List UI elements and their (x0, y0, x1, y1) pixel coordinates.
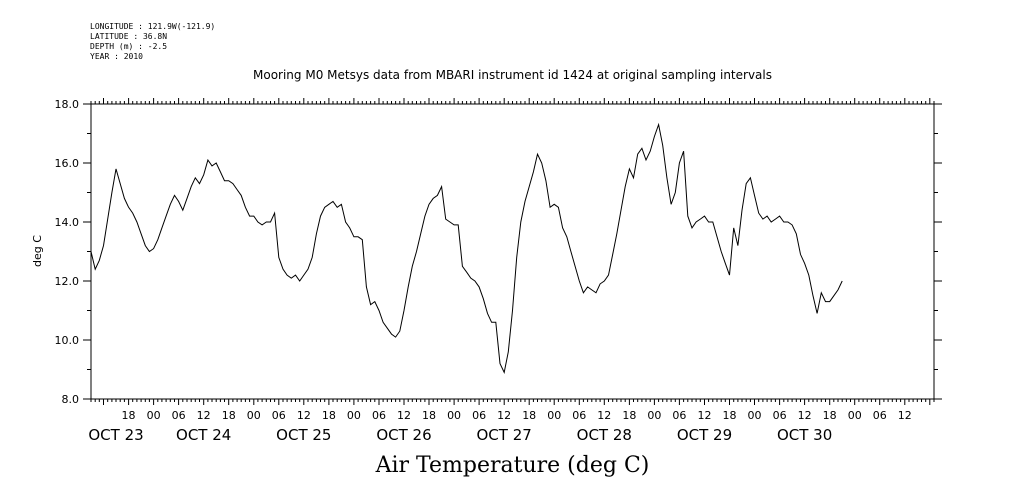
y-tick-label: 16.0 (55, 157, 80, 170)
date-label: OCT 26 (376, 426, 431, 444)
x-tick-label: 18 (322, 409, 336, 422)
chart-subtitle: Air Temperature (deg C) (375, 453, 650, 478)
latitude-text: LATITUDE : 36.8N (90, 32, 168, 41)
x-tick-label: 18 (622, 409, 636, 422)
series-line-air-temperature (90, 122, 843, 374)
plot-frame (90, 103, 935, 400)
x-tick-labels: 18 00 06 12 18 00 06 12 18 00 06 12 18 00 06 12 18 00 06 12… (122, 409, 912, 422)
x-tick-label: 18 (122, 409, 136, 422)
y-tick-label: 10.0 (55, 334, 80, 347)
x-tick-label: 18 (823, 409, 837, 422)
x-tick-label: 18 (522, 409, 536, 422)
date-label: OCT 29 (677, 426, 732, 444)
x-tick-label: 12 (197, 409, 211, 422)
x-tick-label: 12 (497, 409, 511, 422)
x-tick-label: 06 (172, 409, 186, 422)
y-tick-labels: 8.0 10.0 12.0 14.0 16.0 18.0 (55, 98, 80, 406)
x-tick-label: 00 (247, 409, 261, 422)
x-tick-label: 06 (272, 409, 286, 422)
date-label: OCT 25 (276, 426, 331, 444)
metadata-block: LONGITUDE : 121.9W(-121.9) LATITUDE : 36… (90, 22, 215, 62)
y-tick-label: 18.0 (55, 98, 80, 111)
x-tick-label: 06 (672, 409, 686, 422)
y-tick-label: 8.0 (62, 393, 80, 406)
x-tick-label: 06 (472, 409, 486, 422)
x-tick-label: 00 (547, 409, 561, 422)
x-tick-label: 12 (297, 409, 311, 422)
date-label: OCT 28 (577, 426, 632, 444)
date-label: OCT 30 (777, 426, 832, 444)
chart-title: Mooring M0 Metsys data from MBARI instru… (253, 68, 772, 82)
x-tick-label: 12 (597, 409, 611, 422)
y-tick-label: 14.0 (55, 216, 80, 229)
x-tick-label: 12 (697, 409, 711, 422)
date-label: OCT 27 (476, 426, 531, 444)
x-tick-label: 00 (447, 409, 461, 422)
date-label: OCT 23 (88, 426, 143, 444)
x-tick-label: 06 (372, 409, 386, 422)
x-tick-label: 00 (647, 409, 661, 422)
date-label: OCT 24 (176, 426, 231, 444)
x-tick-label: 00 (748, 409, 762, 422)
x-tick-label: 06 (773, 409, 787, 422)
year-text: YEAR : 2010 (90, 52, 143, 61)
date-labels: OCT 23 OCT 24 OCT 25 OCT 26 OCT 27 OCT 28 OCT … (88, 426, 832, 444)
y-tick-label: 12.0 (55, 275, 80, 288)
axis-ticks (83, 98, 942, 405)
x-tick-label: 06 (873, 409, 887, 422)
depth-text: DEPTH (m) : -2.5 (90, 42, 168, 51)
longitude-text: LONGITUDE : 121.9W(-121.9) (90, 22, 216, 31)
x-tick-label: 00 (848, 409, 862, 422)
y-axis-label: deg C (31, 235, 44, 267)
x-tick-label: 12 (798, 409, 812, 422)
x-tick-label: 18 (723, 409, 737, 422)
x-tick-label: 06 (572, 409, 586, 422)
x-tick-label: 00 (147, 409, 161, 422)
x-tick-label: 00 (347, 409, 361, 422)
x-tick-label: 12 (898, 409, 912, 422)
x-tick-label: 12 (397, 409, 411, 422)
x-tick-label: 18 (422, 409, 436, 422)
x-tick-label: 18 (222, 409, 236, 422)
